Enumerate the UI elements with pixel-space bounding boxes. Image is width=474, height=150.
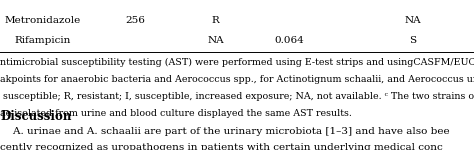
Text: A. urinae and A. schaalii are part of the urinary microbiota [1–3] and have also: A. urinae and A. schaalii are part of th… <box>0 127 450 136</box>
Text: 0.064: 0.064 <box>274 36 304 45</box>
Text: 256: 256 <box>126 16 146 25</box>
Text: ae isolated from urine and blood culture displayed the same AST results.: ae isolated from urine and blood culture… <box>0 110 352 118</box>
Text: R: R <box>212 16 219 25</box>
Text: ntimicrobial susceptibility testing (AST) were performed using E-test strips and: ntimicrobial susceptibility testing (AST… <box>0 58 474 67</box>
Text: NA: NA <box>404 16 421 25</box>
Text: NA: NA <box>207 36 224 45</box>
Text: akpoints for anaerobic bacteria and Aerococcus spp., for Actinotignum schaalii, : akpoints for anaerobic bacteria and Aero… <box>0 75 474 84</box>
Text: Rifampicin: Rifampicin <box>14 36 71 45</box>
Text: susceptible; R, resistant; I, susceptible, increased exposure; NA, not available: susceptible; R, resistant; I, susceptibl… <box>0 92 474 101</box>
Text: S: S <box>409 36 416 45</box>
Text: cently recognized as uropathogens in patients with certain underlying medical co: cently recognized as uropathogens in pat… <box>0 143 443 150</box>
Text: Metronidazole: Metronidazole <box>5 16 81 25</box>
Text: Discussion: Discussion <box>0 110 72 123</box>
